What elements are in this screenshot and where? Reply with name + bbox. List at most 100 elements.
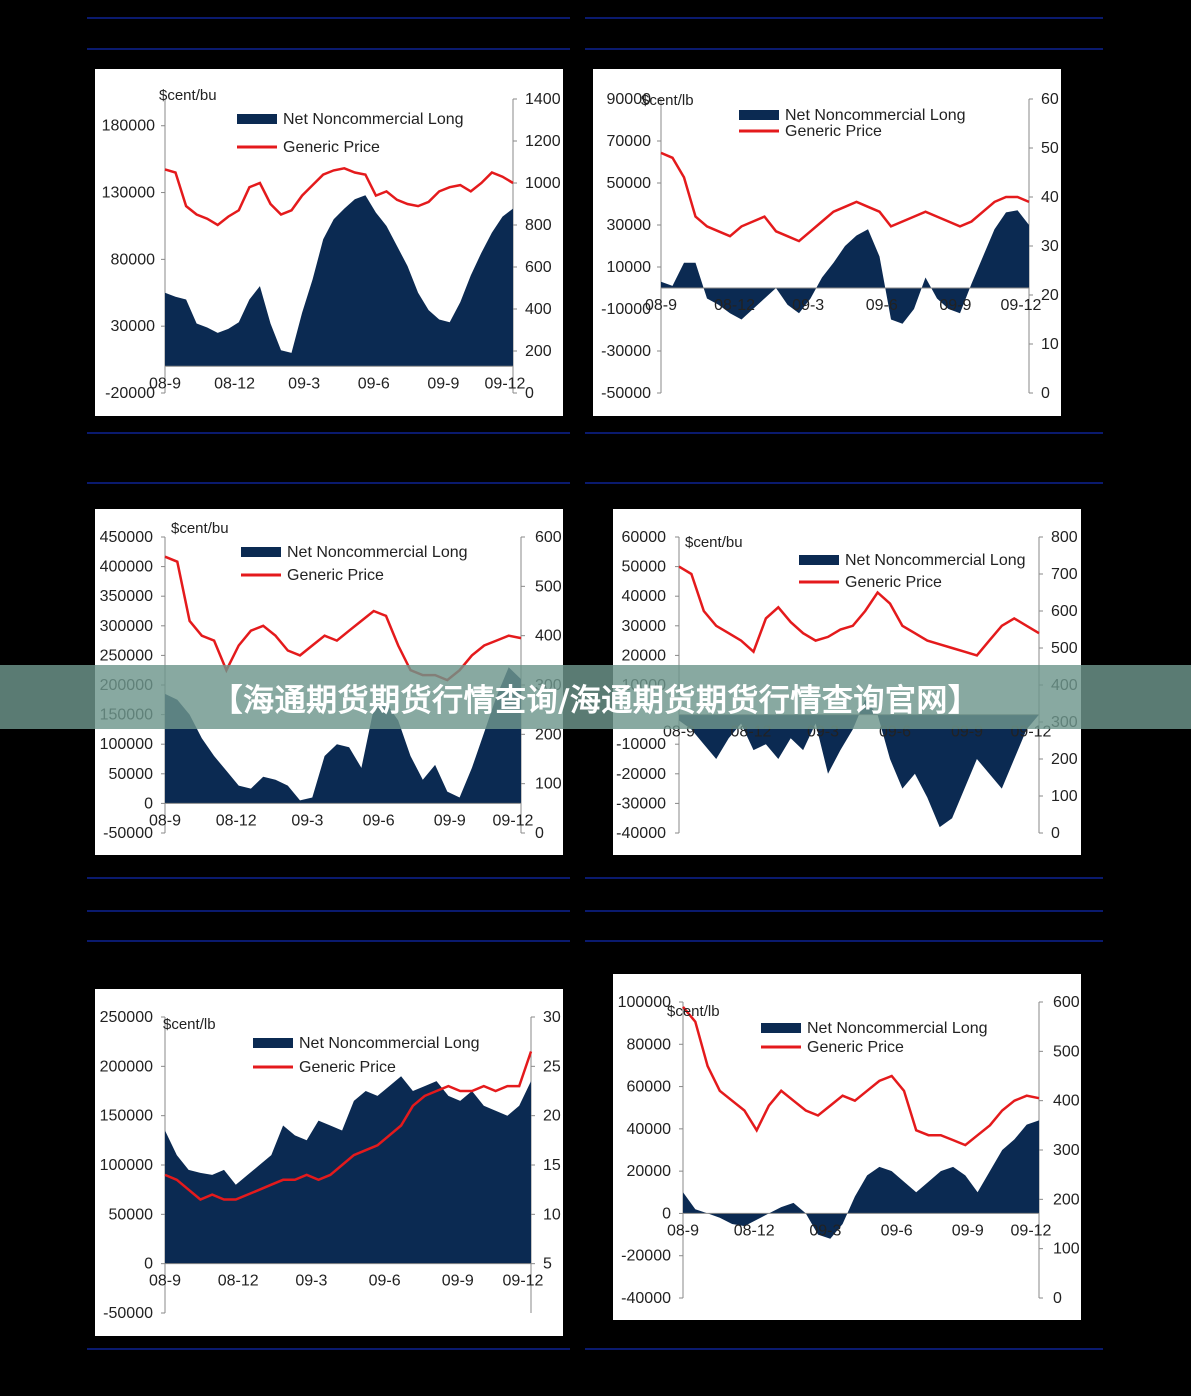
x-tick-label: 08-9	[149, 1273, 181, 1290]
x-tick-label: 09-6	[363, 812, 395, 829]
left-tick-label: 30000	[607, 217, 652, 234]
left-tick-label: -10000	[616, 736, 666, 753]
unit-label: $cent/bu	[159, 87, 217, 104]
rule	[585, 940, 1103, 942]
right-tick-label: 0	[1051, 825, 1060, 842]
net-noncommercial-area	[165, 1076, 531, 1264]
left-tick-label: -20000	[621, 1248, 671, 1265]
left-tick-label: 450000	[100, 529, 153, 546]
left-tick-label: 130000	[102, 185, 155, 202]
rule	[585, 482, 1103, 484]
left-tick-label: 50000	[109, 766, 154, 783]
x-tick-label: 09-12	[1001, 297, 1042, 314]
right-tick-label: 60	[1041, 91, 1059, 108]
left-tick-label: 100000	[100, 736, 153, 753]
left-tick-label: 0	[144, 1256, 153, 1273]
legend-area-swatch	[241, 547, 281, 557]
left-tick-label: 30000	[111, 318, 156, 335]
right-tick-label: 400	[535, 628, 562, 645]
legend-area-swatch	[739, 110, 779, 120]
left-tick-label: 50000	[622, 559, 667, 576]
legend-area-swatch	[761, 1023, 801, 1033]
x-tick-label: 09-9	[952, 1222, 984, 1239]
left-tick-label: 30000	[622, 618, 667, 635]
left-tick-label: -40000	[621, 1290, 671, 1307]
legend-label-generic-price: Generic Price	[807, 1039, 904, 1056]
net-noncommercial-area	[679, 699, 1039, 828]
left-tick-label: 70000	[607, 133, 652, 150]
rule	[585, 910, 1103, 912]
generic-price-line	[678, 565, 1040, 657]
x-tick-label: 09-9	[427, 375, 459, 392]
x-tick-label: 08-12	[734, 1222, 775, 1239]
left-tick-label: 60000	[622, 529, 667, 546]
left-tick-label: 80000	[111, 251, 156, 268]
legend-label-generic-price: Generic Price	[785, 123, 882, 140]
x-tick-label: 08-9	[645, 297, 677, 314]
right-tick-label: 600	[525, 259, 552, 276]
right-tick-label: 100	[535, 776, 562, 793]
left-tick-label: 250000	[100, 1009, 153, 1026]
net-noncommercial-area	[661, 210, 1029, 324]
right-tick-label: 600	[535, 529, 562, 546]
right-tick-label: 5	[543, 1256, 552, 1273]
right-tick-label: 10	[1041, 336, 1059, 353]
x-tick-label: 09-3	[809, 1222, 841, 1239]
generic-price-line	[682, 1006, 1040, 1147]
rule	[87, 17, 570, 19]
right-tick-label: 10	[543, 1206, 561, 1223]
legend-label-generic-price: Generic Price	[283, 139, 380, 156]
x-tick-label: 09-12	[1011, 1222, 1052, 1239]
unit-label: $cent/lb	[667, 1003, 720, 1020]
generic-price-line	[164, 1051, 533, 1201]
left-tick-label: -40000	[616, 825, 666, 842]
chart-panel-6: -40000 -20000 0 20000 40000 60000 80000 100000 0…	[613, 974, 1081, 1320]
left-tick-label: 200000	[100, 1058, 153, 1075]
legend-label-net-long: Net Noncommercial Long	[845, 552, 1026, 569]
x-tick-label: 09-9	[939, 297, 971, 314]
chart-svg-3: -500000500001000001500002000002500003000…	[100, 520, 562, 842]
x-tick-label: 08-12	[214, 375, 255, 392]
left-tick-label: -50000	[103, 825, 153, 842]
right-tick-label: 600	[1053, 994, 1080, 1011]
left-tick-label: 250000	[100, 647, 153, 664]
rule	[87, 48, 570, 50]
right-tick-label: 200	[1053, 1191, 1080, 1208]
right-tick-label: 400	[525, 301, 552, 318]
left-tick-label: 100000	[100, 1157, 153, 1174]
left-tick-label: 40000	[622, 588, 667, 605]
legend-label-generic-price: Generic Price	[845, 574, 942, 591]
right-tick-label: 200	[535, 726, 562, 743]
chart-svg-6: -40000 -20000 0 20000 40000 60000 80000 100000 0…	[618, 994, 1080, 1307]
right-tick-label: 1200	[525, 133, 561, 150]
x-tick-label: 08-9	[149, 812, 181, 829]
rule	[87, 1348, 570, 1350]
net-noncommercial-area	[683, 1120, 1039, 1239]
x-tick-label: 09-3	[792, 297, 824, 314]
right-tick-label: 500	[535, 578, 562, 595]
legend-area-swatch	[799, 555, 839, 565]
left-tick-label: 0	[662, 1205, 671, 1222]
right-tick-label: 30	[543, 1009, 561, 1026]
right-tick-label: 700	[1051, 566, 1078, 583]
x-tick-label: 09-12	[493, 812, 534, 829]
generic-price-line	[164, 167, 514, 227]
unit-label: $cent/lb	[163, 1016, 216, 1033]
chart-svg-4: -40000-30000-20000-100001000020000300004…	[616, 529, 1078, 842]
right-tick-label: 40	[1041, 189, 1059, 206]
chart-panel-2: -50000 -30000 -10000 10000 30000 50000 70000 90…	[593, 69, 1061, 416]
legend-label-generic-price: Generic Price	[287, 567, 384, 584]
left-tick-label: -10000	[601, 301, 651, 318]
right-tick-label: 200	[1051, 751, 1078, 768]
right-tick-label: 0	[1053, 1290, 1062, 1307]
x-tick-label: 08-9	[149, 375, 181, 392]
rule	[585, 17, 1103, 19]
right-tick-label: 500	[1051, 640, 1078, 657]
left-tick-label: 60000	[627, 1079, 672, 1096]
left-tick-label: 90000	[607, 91, 652, 108]
left-tick-label: 20000	[622, 647, 667, 664]
x-tick-label: 09-9	[434, 812, 466, 829]
left-tick-label: 400000	[100, 559, 153, 576]
generic-price-line	[660, 151, 1030, 243]
x-tick-label: 08-12	[714, 297, 755, 314]
